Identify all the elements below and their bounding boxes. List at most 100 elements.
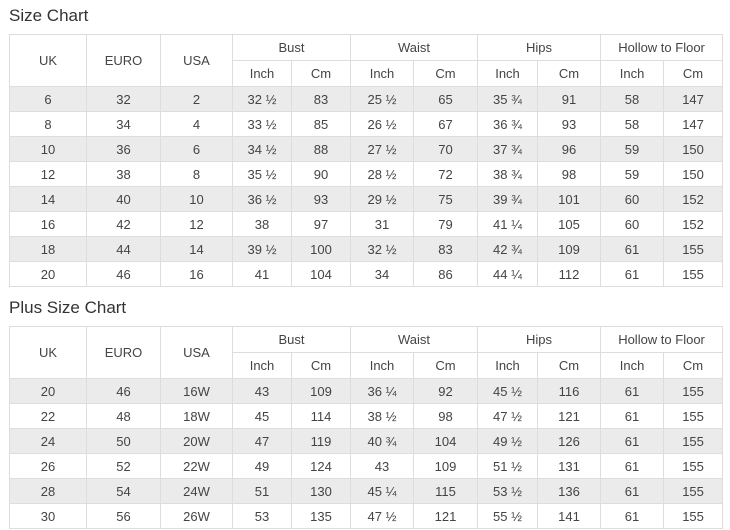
cell: 92 <box>413 378 479 404</box>
size-chart-header: UK EURO USA Bust Waist Hips Hollow to Fl… <box>9 34 724 87</box>
cell: 26 ½ <box>350 111 415 137</box>
cell: 20 <box>9 261 87 287</box>
cell: 58 <box>600 86 665 112</box>
cell: 124 <box>290 453 352 479</box>
cell: 155 <box>663 403 724 429</box>
cell: 16W <box>160 378 233 404</box>
size-chart-body: 6 32 2 32 ½ 83 25 ½ 65 35 ¾ 91 58 147 8 34 4 33 ½ 85 26 … <box>9 86 724 287</box>
cell: 47 ½ <box>350 503 415 529</box>
cell: 61 <box>600 428 665 454</box>
subheader-hollow-cm: Cm <box>663 60 724 87</box>
cell: 112 <box>537 261 602 287</box>
cell: 104 <box>290 261 352 287</box>
plus-size-chart-title: Plus Size Chart <box>9 298 127 317</box>
cell: 109 <box>290 378 352 404</box>
cell: 61 <box>600 453 665 479</box>
cell: 16 <box>160 261 233 287</box>
cell: 26 <box>9 453 87 479</box>
cell: 109 <box>537 236 602 262</box>
cell: 104 <box>413 428 479 454</box>
header-usa: USA <box>160 326 233 379</box>
cell: 28 ½ <box>350 161 415 187</box>
cell: 53 <box>232 503 292 529</box>
cell: 42 ¾ <box>477 236 539 262</box>
cell: 60 <box>600 211 665 237</box>
cell: 70 <box>413 136 479 162</box>
cell: 61 <box>600 236 665 262</box>
plus-size-chart-header: UK EURO USA Bust Waist Hips Hollow to Fl… <box>9 326 724 379</box>
cell: 61 <box>600 378 665 404</box>
header-uk: UK <box>9 326 87 379</box>
cell: 126 <box>537 428 602 454</box>
cell: 93 <box>290 186 352 212</box>
cell: 43 <box>232 378 292 404</box>
cell: 6 <box>9 86 87 112</box>
cell: 10 <box>160 186 233 212</box>
cell: 109 <box>413 453 479 479</box>
table-row: 28 54 24W 51 130 45 ¼ 115 53 ½ 136 61 155 <box>9 478 724 504</box>
size-chart-title: Size Chart <box>9 6 89 25</box>
cell: 105 <box>537 211 602 237</box>
cell: 18 <box>9 236 87 262</box>
header-euro: EURO <box>86 34 161 87</box>
cell: 8 <box>160 161 233 187</box>
cell: 44 ¼ <box>477 261 539 287</box>
cell: 34 <box>350 261 415 287</box>
cell: 27 ½ <box>350 136 415 162</box>
cell: 45 ¼ <box>350 478 415 504</box>
cell: 14 <box>9 186 87 212</box>
cell: 42 <box>86 211 161 237</box>
cell: 150 <box>663 136 724 162</box>
cell: 90 <box>290 161 352 187</box>
table-row: 8 34 4 33 ½ 85 26 ½ 67 36 ¾ 93 58 147 <box>9 111 724 137</box>
table-row: 30 56 26W 53 135 47 ½ 121 55 ½ 141 61 155 <box>9 503 724 529</box>
table-row: 12 38 8 35 ½ 90 28 ½ 72 38 ¾ 98 59 150 <box>9 161 724 187</box>
subheader-waist-inch: Inch <box>350 60 415 87</box>
cell: 36 ½ <box>232 186 292 212</box>
cell: 41 <box>232 261 292 287</box>
cell: 14 <box>160 236 233 262</box>
subheader-bust-inch: Inch <box>232 60 292 87</box>
header-usa: USA <box>160 34 233 87</box>
cell: 155 <box>663 428 724 454</box>
cell: 40 ¾ <box>350 428 415 454</box>
cell: 46 <box>86 378 161 404</box>
plus-size-chart-table: UK EURO USA Bust Waist Hips Hollow to Fl… <box>9 326 724 529</box>
table-row: 26 52 22W 49 124 43 109 51 ½ 131 61 155 <box>9 453 724 479</box>
cell: 12 <box>160 211 233 237</box>
cell: 88 <box>290 136 352 162</box>
cell: 28 <box>9 478 87 504</box>
cell: 38 <box>86 161 161 187</box>
table-row: 20 46 16 41 104 34 86 44 ¼ 112 61 155 <box>9 261 724 287</box>
cell: 141 <box>537 503 602 529</box>
cell: 32 ½ <box>232 86 292 112</box>
cell: 61 <box>600 261 665 287</box>
cell: 10 <box>9 136 87 162</box>
cell: 135 <box>290 503 352 529</box>
cell: 83 <box>290 86 352 112</box>
cell: 52 <box>86 453 161 479</box>
cell: 47 ½ <box>477 403 539 429</box>
subheader-hollow-inch: Inch <box>600 352 665 379</box>
cell: 96 <box>537 136 602 162</box>
cell: 46 <box>86 261 161 287</box>
cell: 25 ½ <box>350 86 415 112</box>
cell: 36 <box>86 136 161 162</box>
table-row: 6 32 2 32 ½ 83 25 ½ 65 35 ¾ 91 58 147 <box>9 86 724 112</box>
cell: 33 ½ <box>232 111 292 137</box>
cell: 121 <box>537 403 602 429</box>
cell: 55 ½ <box>477 503 539 529</box>
header-waist: Waist <box>350 326 479 353</box>
cell: 79 <box>413 211 479 237</box>
cell: 91 <box>537 86 602 112</box>
cell: 85 <box>290 111 352 137</box>
cell: 155 <box>663 236 724 262</box>
cell: 130 <box>290 478 352 504</box>
cell: 155 <box>663 478 724 504</box>
cell: 155 <box>663 503 724 529</box>
subheader-bust-cm: Cm <box>290 352 352 379</box>
subheader-waist-cm: Cm <box>413 60 479 87</box>
size-chart-table: UK EURO USA Bust Waist Hips Hollow to Fl… <box>9 34 724 287</box>
table-row: 22 48 18W 45 114 38 ½ 98 47 ½ 121 61 155 <box>9 403 724 429</box>
header-waist: Waist <box>350 34 479 61</box>
